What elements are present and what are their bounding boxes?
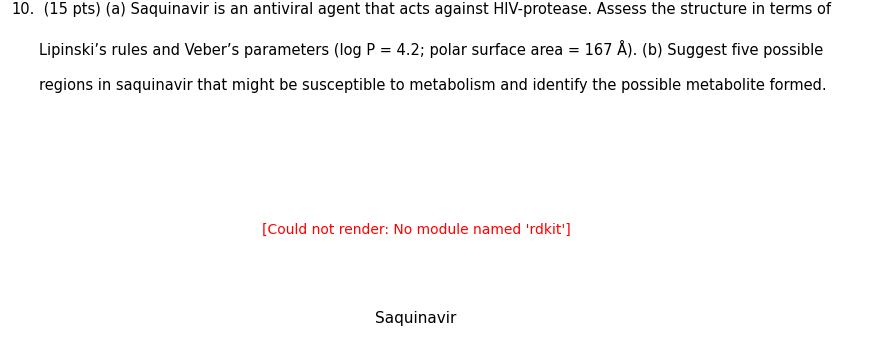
Text: 10.: 10.: [11, 2, 35, 17]
Text: [Could not render: No module named 'rdkit']: [Could not render: No module named 'rdki…: [262, 223, 570, 237]
Text: Lipinski’s rules and Veber’s parameters (log P = 4.2; polar surface area = 167 Å: Lipinski’s rules and Veber’s parameters …: [39, 40, 823, 58]
Text: regions in saquinavir that might be susceptible to metabolism and identify the p: regions in saquinavir that might be susc…: [39, 78, 827, 93]
Text: Saquinavir: Saquinavir: [376, 311, 456, 326]
Text: (15 pts) (a) Saquinavir is an antiviral agent that acts against HIV-protease. As: (15 pts) (a) Saquinavir is an antiviral …: [39, 2, 831, 17]
